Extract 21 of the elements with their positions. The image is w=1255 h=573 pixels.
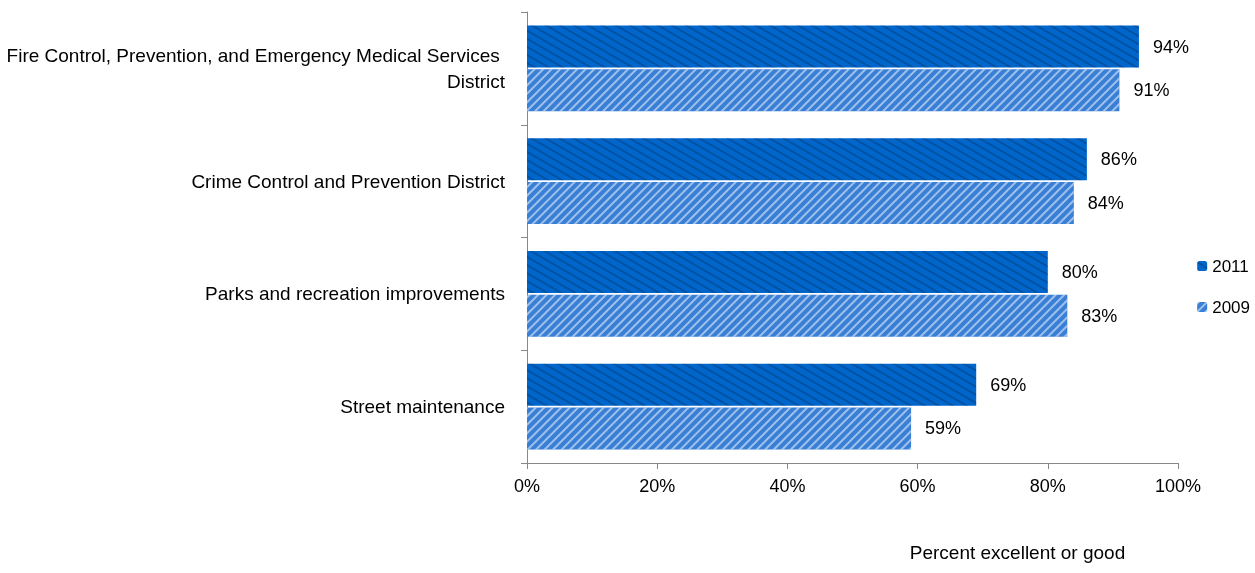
x-tick-label: 40% — [769, 476, 806, 496]
data-label: 80% — [1061, 262, 1098, 283]
y-tick-label: Fire Control, Prevention, and Emergency Medical Services District — [6, 44, 506, 92]
data-label: 84% — [1087, 192, 1124, 213]
data-label: 83% — [1081, 305, 1118, 326]
y-tick-label: Crime Control and Prevention District — [191, 170, 506, 192]
x-tick-label: 20% — [639, 476, 676, 496]
data-label: 86% — [1100, 149, 1137, 170]
x-tick-label: 60% — [899, 476, 936, 496]
y-tick-label: Parks and recreation improvements — [205, 283, 505, 305]
y-tick-label: Street maintenance — [340, 396, 505, 418]
x-tick-label: 0% — [513, 476, 541, 496]
data-label: 59% — [925, 418, 962, 439]
data-label: 69% — [990, 374, 1027, 395]
x-axis-title: Percent excellent or good — [909, 542, 1126, 563]
x-tick-label: 100% — [1154, 476, 1202, 496]
legend-label: 2011 — [1212, 256, 1249, 276]
data-label: 91% — [1133, 80, 1170, 101]
x-tick-label: 80% — [1029, 476, 1066, 496]
legend-label: 2009 — [1212, 297, 1251, 317]
data-label: 94% — [1152, 36, 1189, 57]
